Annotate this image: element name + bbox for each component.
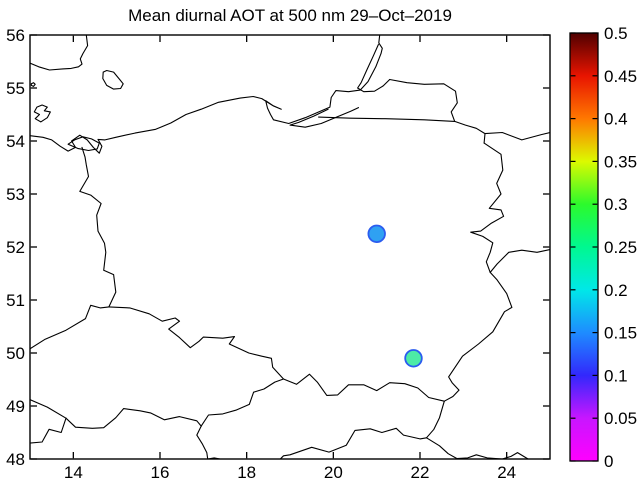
map-outline-vistula-lagoon [289, 107, 360, 128]
map-outline-pl-west-border [79, 146, 117, 308]
y-tick-label: 50 [6, 344, 25, 363]
x-tick-label: 22 [411, 463, 430, 480]
x-tick-label: 20 [324, 463, 343, 480]
map-outline-ru-lt-border [389, 78, 458, 122]
y-tick-label: 54 [6, 132, 25, 151]
colorbar-tick-label: 0.15 [604, 324, 637, 343]
colorbar-tick-label: 0.05 [604, 409, 637, 428]
y-tick-label: 55 [6, 79, 25, 98]
map-outline-ua-hu-ro-border [425, 437, 530, 459]
x-tick-label: 24 [497, 463, 516, 480]
aot-data-point-1 [367, 224, 386, 244]
y-tick-label: 56 [6, 26, 25, 45]
x-tick-label: 18 [237, 463, 256, 480]
y-tick-label: 48 [6, 450, 25, 469]
map-outline-pl-east-border [443, 142, 513, 402]
colorbar-tick-label: 0.3 [604, 195, 628, 214]
y-tick-label: 52 [6, 238, 25, 257]
y-tick-label: 53 [6, 185, 25, 204]
map-outline-cz-sk-border [200, 378, 285, 427]
map-outline-pl-south-border [108, 306, 445, 402]
map-outline-cz-at-border [65, 408, 202, 429]
colorbar-tick-label: 0.5 [604, 24, 628, 43]
colorbar-tick-label: 0 [604, 452, 613, 471]
map-outline-de-cz-border-north [30, 304, 110, 350]
country-borders-map [30, 35, 550, 459]
axes-box [29, 34, 551, 460]
map-outline-pl-ru-border [318, 116, 456, 122]
map-outline-de-at-border [30, 417, 67, 444]
colorbar-tick-label: 0.25 [604, 238, 637, 257]
y-tick-label: 51 [6, 291, 25, 310]
map-outline-at-sk-border [196, 425, 209, 459]
map-outline-lt-by-border [484, 131, 550, 141]
map-outline-rugen-island [33, 104, 51, 123]
map-outline-ua-sk-border [425, 400, 445, 439]
x-tick-label: 16 [151, 463, 170, 480]
map-outline-sk-hu-border [207, 427, 428, 459]
colorbar-tick-label: 0.2 [604, 281, 628, 300]
colorbar-tick-label: 0.45 [604, 67, 637, 86]
map-outline-sweden-coast [30, 35, 89, 71]
map-outline-curonian-lagoon [357, 43, 391, 93]
plot-title: Mean diurnal AOT at 500 nm 29–Oct–2019 [128, 6, 452, 25]
aot-data-point-2 [404, 349, 423, 368]
map-outline-pl-lt-border [454, 120, 486, 144]
map-outline-bornholm-island [102, 69, 124, 90]
colorbar-tick-label: 0.4 [604, 110, 628, 129]
colorbar-tick-label: 0.1 [604, 366, 628, 385]
map-outline-de-cz-border-west [30, 399, 67, 419]
x-tick-label: 14 [64, 463, 83, 480]
map-outline-small-island [30, 82, 36, 87]
y-tick-label: 49 [6, 397, 25, 416]
colorbar-tick-label: 0.35 [604, 152, 637, 171]
map-outline-szczecin-lagoon [67, 136, 100, 152]
map-outline-by-ua-border [489, 249, 550, 273]
